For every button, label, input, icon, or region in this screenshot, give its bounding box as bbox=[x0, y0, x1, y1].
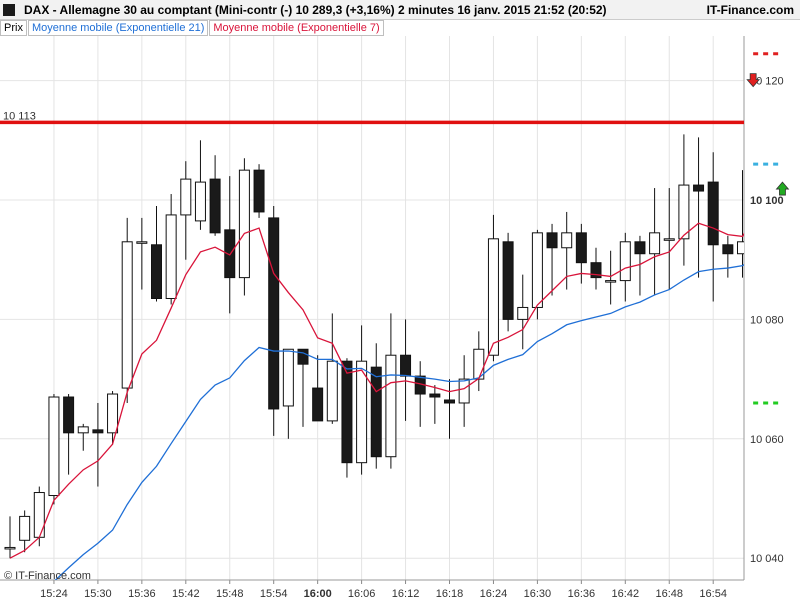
candle-down[interactable] bbox=[707, 181, 719, 246]
buy-arrow-icon bbox=[775, 181, 790, 196]
candle-up[interactable] bbox=[767, 119, 777, 140]
candle-down[interactable] bbox=[400, 354, 412, 377]
candle-up[interactable] bbox=[561, 232, 573, 249]
candle-up[interactable] bbox=[4, 546, 16, 550]
x-tick-label: 16:12 bbox=[392, 588, 420, 600]
x-tick-label: 15:54 bbox=[260, 588, 288, 600]
legend: Prix Moyenne mobile (Exponentielle 21) Moy… bbox=[0, 20, 385, 36]
candles-group bbox=[4, 21, 800, 600]
candle-up[interactable] bbox=[107, 393, 119, 434]
candle-down[interactable] bbox=[151, 244, 162, 300]
y-tick-label: 10 060 bbox=[750, 434, 784, 446]
candle-up[interactable] bbox=[165, 214, 177, 300]
candle-up[interactable] bbox=[796, 21, 800, 63]
x-tick-label: 15:42 bbox=[172, 588, 200, 600]
brand-label: IT-Finance.com bbox=[706, 3, 794, 17]
candle-up[interactable] bbox=[356, 360, 368, 464]
ema21-line[interactable] bbox=[10, 198, 800, 600]
candle-up[interactable] bbox=[33, 492, 45, 538]
y-tick-label: 10 080 bbox=[750, 314, 784, 326]
candle-down[interactable] bbox=[209, 178, 221, 234]
candle-up[interactable] bbox=[649, 232, 661, 255]
x-tick-label: 16:42 bbox=[612, 588, 640, 600]
chart-header: DAX - Allemagne 30 au comptant (Mini-con… bbox=[0, 0, 800, 20]
candle-down[interactable] bbox=[370, 366, 382, 458]
x-tick-label: 16:36 bbox=[568, 588, 596, 600]
x-tick-label: 16:30 bbox=[524, 588, 552, 600]
x-tick-label: 16:00 bbox=[304, 588, 332, 600]
candle-down[interactable] bbox=[63, 396, 75, 434]
candle-up[interactable] bbox=[194, 181, 206, 222]
candle-down[interactable] bbox=[634, 241, 646, 255]
candle-down[interactable] bbox=[224, 229, 236, 279]
y-tick-label: 10 040 bbox=[750, 553, 784, 565]
candle-up[interactable] bbox=[781, 63, 791, 120]
x-tick-label: 15:24 bbox=[40, 588, 68, 600]
candle-up[interactable] bbox=[19, 515, 31, 541]
chart-title: DAX - Allemagne 30 au comptant (Mini-con… bbox=[24, 3, 607, 17]
candle-down[interactable] bbox=[297, 348, 309, 365]
x-tick-label: 16:48 bbox=[655, 588, 683, 600]
x-tick-label: 16:06 bbox=[348, 588, 376, 600]
legend-label-price: Prix bbox=[4, 21, 23, 35]
candle-up[interactable] bbox=[282, 348, 294, 407]
legend-item-price[interactable]: Prix bbox=[0, 20, 27, 36]
candle-up[interactable] bbox=[326, 360, 338, 422]
candle-up[interactable] bbox=[121, 241, 133, 389]
x-tick-label: 16:54 bbox=[699, 588, 727, 600]
legend-item-ema7[interactable]: Moyenne mobile (Exponentielle 7) bbox=[209, 20, 384, 36]
ema7-line[interactable] bbox=[9, 123, 800, 559]
candle-up[interactable] bbox=[605, 280, 617, 283]
candle-up[interactable] bbox=[385, 354, 397, 458]
candle-up[interactable] bbox=[238, 169, 250, 279]
candle-down[interactable] bbox=[546, 232, 558, 249]
candle-down[interactable] bbox=[341, 360, 353, 464]
logo-square-icon bbox=[3, 4, 15, 16]
candle-down[interactable] bbox=[590, 262, 602, 279]
candle-down[interactable] bbox=[502, 241, 514, 320]
candle-up[interactable] bbox=[531, 232, 543, 308]
y-tick-label: 10 120 bbox=[750, 76, 784, 88]
candle-up[interactable] bbox=[663, 238, 675, 241]
candle-up[interactable] bbox=[619, 241, 631, 282]
candle-down[interactable] bbox=[693, 184, 705, 192]
candle-up[interactable] bbox=[752, 137, 762, 241]
candle-up[interactable] bbox=[458, 378, 470, 404]
candle-down[interactable] bbox=[429, 393, 441, 398]
copyright-label: © IT-Finance.com bbox=[4, 570, 91, 582]
x-tick-label: 15:48 bbox=[216, 588, 244, 600]
candle-down[interactable] bbox=[722, 244, 734, 255]
legend-item-ema21[interactable]: Moyenne mobile (Exponentielle 21) bbox=[27, 20, 209, 36]
candle-up[interactable] bbox=[180, 178, 192, 216]
candle-up[interactable] bbox=[48, 396, 60, 497]
candle-up[interactable] bbox=[77, 426, 89, 434]
candle-up[interactable] bbox=[517, 306, 529, 320]
candle-up[interactable] bbox=[737, 241, 748, 255]
legend-label-ema21: Moyenne mobile (Exponentielle 21) bbox=[31, 21, 205, 35]
candle-up[interactable] bbox=[487, 238, 499, 356]
candle-down[interactable] bbox=[312, 387, 324, 422]
x-tick-label: 16:24 bbox=[480, 588, 508, 600]
candle-down[interactable] bbox=[92, 429, 104, 434]
candle-up[interactable] bbox=[136, 241, 148, 244]
candle-down[interactable] bbox=[268, 217, 280, 410]
candle-down[interactable] bbox=[253, 169, 265, 213]
x-tick-label: 15:36 bbox=[128, 588, 156, 600]
candle-up[interactable] bbox=[678, 184, 690, 240]
resistance-label: 10 113 bbox=[3, 110, 36, 122]
x-tick-label: 16:18 bbox=[436, 588, 464, 600]
legend-label-ema7: Moyenne mobile (Exponentielle 7) bbox=[213, 21, 380, 35]
y-tick-label: 10 100 bbox=[750, 195, 784, 207]
x-tick-label: 15:30 bbox=[84, 588, 112, 600]
sell-arrow-icon bbox=[746, 73, 761, 88]
candle-down[interactable] bbox=[444, 399, 455, 404]
candle-down[interactable] bbox=[575, 232, 587, 264]
